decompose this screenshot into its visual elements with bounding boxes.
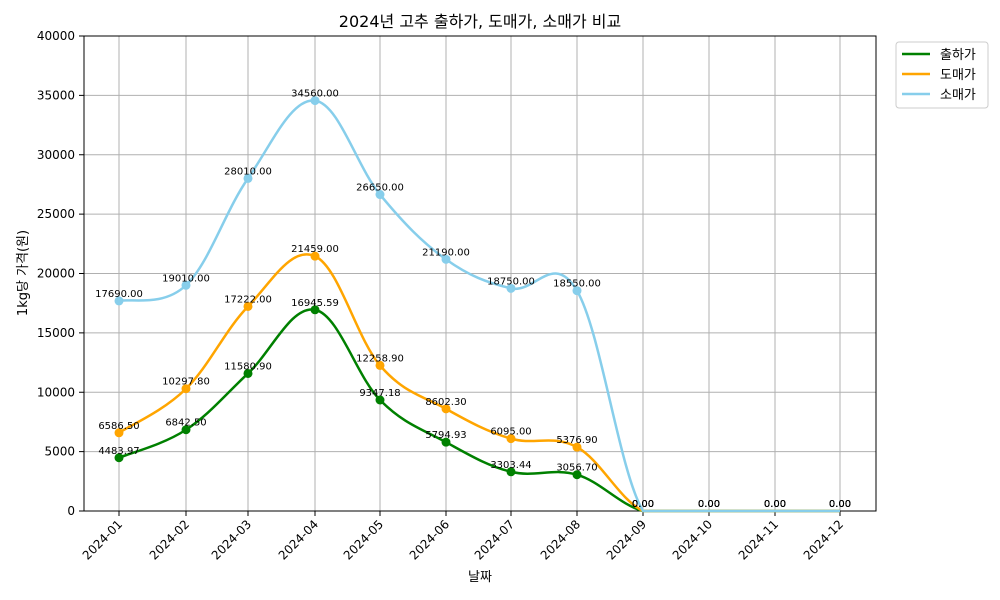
data-point: [506, 434, 516, 444]
data-label: 21190.00: [422, 247, 470, 258]
data-point: [243, 301, 253, 311]
x-tick-label: 2024-10: [670, 517, 715, 562]
y-tick-label: 30000: [37, 148, 75, 162]
data-label: 5376.90: [556, 435, 597, 446]
data-label: 3303.44: [490, 460, 531, 471]
x-axis-title: 날짜: [468, 570, 492, 585]
data-point: [441, 404, 451, 414]
y-tick-label: 25000: [37, 207, 75, 221]
series-line-1: [118, 308, 840, 513]
data-label: 6095.00: [490, 427, 531, 438]
data-label: 5794.93: [425, 430, 466, 441]
data-label: 0.00: [698, 499, 720, 510]
x-tick-label: 2024-08: [538, 517, 583, 562]
data-label: 6586.50: [98, 421, 139, 432]
data-label: 16945.59: [291, 298, 339, 309]
x-tick-label: 2024-01: [80, 517, 125, 562]
data-point: [310, 96, 320, 106]
y-tick-label: 15000: [37, 326, 75, 340]
data-label: 0.00: [764, 499, 786, 510]
data-label: 18750.00: [487, 276, 535, 287]
y-tick-label: 0: [67, 504, 75, 518]
x-tick-label: 2024-12: [801, 517, 846, 562]
data-point: [506, 283, 516, 293]
data-label: 0.00: [764, 499, 786, 510]
legend-label: 도매가: [940, 68, 976, 83]
data-point: [181, 280, 191, 290]
data-labels: 4483.97 6842.50 11580.90 16945.59 9347.18 579…: [95, 89, 851, 510]
data-label: 10297.80: [162, 377, 210, 388]
series-line-3: [118, 99, 840, 513]
data-point: [243, 173, 253, 183]
data-label: 17690.00: [95, 289, 143, 300]
data-point: [441, 254, 451, 264]
y-tick-label: 10000: [37, 385, 75, 399]
data-point: [114, 453, 124, 463]
x-tick-label: 2024-07: [472, 517, 517, 562]
legend-box: [895, 41, 989, 109]
data-point: [506, 467, 516, 477]
series-points: [114, 96, 582, 480]
data-label: 4483.97: [98, 446, 139, 457]
x-tick-label: 2024-02: [147, 517, 192, 562]
data-point: [572, 470, 582, 480]
y-tick-label: 40000: [37, 29, 75, 43]
data-label: 8602.30: [425, 397, 466, 408]
chart-title: 2024년 고추 출하가, 도매가, 소매가 비교: [339, 12, 621, 31]
x-tick-label: 2024-05: [341, 517, 386, 562]
data-label: 12258.90: [356, 353, 404, 364]
data-label: 11580.90: [224, 361, 272, 372]
data-point: [310, 251, 320, 261]
data-point: [375, 395, 385, 405]
y-tick-label: 20000: [37, 267, 75, 281]
data-point: [114, 296, 124, 306]
data-point: [441, 437, 451, 447]
data-label: 0.00: [632, 499, 654, 510]
data-point: [181, 384, 191, 394]
x-tick-label: 2024-03: [209, 517, 254, 562]
x-tick-label: 2024-04: [276, 517, 321, 562]
data-label: 9347.18: [359, 388, 400, 399]
data-point: [310, 305, 320, 315]
data-label: 0.00: [829, 499, 851, 510]
series-line-2: [118, 253, 840, 513]
y-tick-label: 5000: [44, 445, 75, 459]
data-label: 34560.00: [291, 89, 339, 100]
data-label: 0.00: [764, 499, 786, 510]
x-tick-label: 2024-09: [604, 517, 649, 562]
data-point: [572, 286, 582, 296]
data-point: [572, 442, 582, 452]
axes: 2024-01 2024-02 2024-03 2024-04 2024-05 2024-…: [37, 29, 877, 563]
data-label: 3056.70: [556, 463, 597, 474]
data-label: 21459.00: [291, 244, 339, 255]
data-label: 28010.00: [224, 166, 272, 177]
data-point: [243, 368, 253, 378]
legend-label: 소매가: [940, 88, 976, 103]
data-label: 0.00: [829, 499, 851, 510]
data-label: 0.00: [698, 499, 720, 510]
data-point: [114, 428, 124, 438]
legend-label: 출하가: [940, 48, 976, 63]
data-label: 19010.00: [162, 273, 210, 284]
y-tick-label: 35000: [37, 88, 75, 102]
data-label: 17222.00: [224, 294, 272, 305]
data-point: [375, 360, 385, 370]
data-label: 6842.50: [165, 418, 206, 429]
x-tick-label: 2024-06: [407, 517, 452, 562]
data-label: 26650.00: [356, 183, 404, 194]
data-point: [375, 190, 385, 200]
plot-frame: [83, 35, 877, 512]
data-label: 0.00: [829, 499, 851, 510]
series-lines: [118, 99, 840, 513]
data-label: 0.00: [632, 499, 654, 510]
x-tick-label: 2024-11: [736, 517, 781, 562]
data-label: 0.00: [698, 499, 720, 510]
data-label: 0.00: [632, 499, 654, 510]
data-point: [181, 425, 191, 435]
y-axis-title: 1kg당 가격(원): [16, 230, 31, 316]
data-label: 18550.00: [553, 279, 601, 290]
